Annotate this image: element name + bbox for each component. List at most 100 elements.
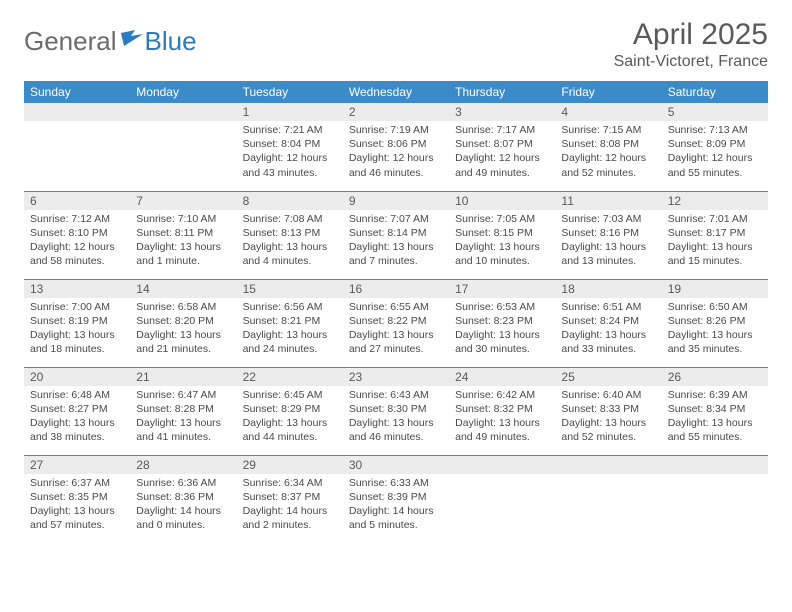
sunrise-text: Sunrise: 6:36 AM <box>136 476 230 490</box>
sunset-text: Sunset: 8:16 PM <box>561 226 655 240</box>
calendar-day-cell: 8Sunrise: 7:08 AMSunset: 8:13 PMDaylight… <box>237 191 343 279</box>
sunrise-text: Sunrise: 7:13 AM <box>668 123 762 137</box>
sunset-text: Sunset: 8:08 PM <box>561 137 655 151</box>
day-number: 18 <box>555 280 661 298</box>
daylight-text: Daylight: 12 hours and 55 minutes. <box>668 151 762 179</box>
day-number: 20 <box>24 368 130 386</box>
day-number: 7 <box>130 192 236 210</box>
day-details: Sunrise: 6:50 AMSunset: 8:26 PMDaylight:… <box>662 298 768 361</box>
sunrise-text: Sunrise: 7:07 AM <box>349 212 443 226</box>
sunset-text: Sunset: 8:35 PM <box>30 490 124 504</box>
daylight-text: Daylight: 14 hours and 2 minutes. <box>243 504 337 532</box>
day-details: Sunrise: 7:01 AMSunset: 8:17 PMDaylight:… <box>662 210 768 273</box>
calendar-week-row: 13Sunrise: 7:00 AMSunset: 8:19 PMDayligh… <box>24 279 768 367</box>
calendar-week-row: 20Sunrise: 6:48 AMSunset: 8:27 PMDayligh… <box>24 367 768 455</box>
day-details: Sunrise: 7:03 AMSunset: 8:16 PMDaylight:… <box>555 210 661 273</box>
sunrise-text: Sunrise: 6:56 AM <box>243 300 337 314</box>
sunset-text: Sunset: 8:36 PM <box>136 490 230 504</box>
day-number: 15 <box>237 280 343 298</box>
sunset-text: Sunset: 8:07 PM <box>455 137 549 151</box>
sunrise-text: Sunrise: 7:05 AM <box>455 212 549 226</box>
sunset-text: Sunset: 8:14 PM <box>349 226 443 240</box>
daylight-text: Daylight: 13 hours and 38 minutes. <box>30 416 124 444</box>
sunset-text: Sunset: 8:17 PM <box>668 226 762 240</box>
calendar-day-cell: 5Sunrise: 7:13 AMSunset: 8:09 PMDaylight… <box>662 103 768 191</box>
day-number: 9 <box>343 192 449 210</box>
sunrise-text: Sunrise: 7:01 AM <box>668 212 762 226</box>
calendar-day-cell: 15Sunrise: 6:56 AMSunset: 8:21 PMDayligh… <box>237 279 343 367</box>
day-number: 10 <box>449 192 555 210</box>
sunset-text: Sunset: 8:20 PM <box>136 314 230 328</box>
day-details: Sunrise: 7:07 AMSunset: 8:14 PMDaylight:… <box>343 210 449 273</box>
calendar-week-row: 1Sunrise: 7:21 AMSunset: 8:04 PMDaylight… <box>24 103 768 191</box>
sunrise-text: Sunrise: 7:19 AM <box>349 123 443 137</box>
calendar-day-cell <box>662 455 768 543</box>
day-details: Sunrise: 6:42 AMSunset: 8:32 PMDaylight:… <box>449 386 555 449</box>
daylight-text: Daylight: 13 hours and 52 minutes. <box>561 416 655 444</box>
sunrise-text: Sunrise: 6:40 AM <box>561 388 655 402</box>
calendar-week-row: 6Sunrise: 7:12 AMSunset: 8:10 PMDaylight… <box>24 191 768 279</box>
daylight-text: Daylight: 12 hours and 49 minutes. <box>455 151 549 179</box>
calendar-day-cell: 13Sunrise: 7:00 AMSunset: 8:19 PMDayligh… <box>24 279 130 367</box>
calendar-day-cell: 11Sunrise: 7:03 AMSunset: 8:16 PMDayligh… <box>555 191 661 279</box>
daylight-text: Daylight: 13 hours and 44 minutes. <box>243 416 337 444</box>
daylight-text: Daylight: 13 hours and 15 minutes. <box>668 240 762 268</box>
sunrise-text: Sunrise: 6:53 AM <box>455 300 549 314</box>
day-number: 19 <box>662 280 768 298</box>
sunrise-text: Sunrise: 6:50 AM <box>668 300 762 314</box>
daylight-text: Daylight: 13 hours and 49 minutes. <box>455 416 549 444</box>
day-details: Sunrise: 7:17 AMSunset: 8:07 PMDaylight:… <box>449 121 555 184</box>
day-details: Sunrise: 6:40 AMSunset: 8:33 PMDaylight:… <box>555 386 661 449</box>
col-wednesday: Wednesday <box>343 81 449 103</box>
calendar-day-cell: 28Sunrise: 6:36 AMSunset: 8:36 PMDayligh… <box>130 455 236 543</box>
sunset-text: Sunset: 8:09 PM <box>668 137 762 151</box>
calendar-day-cell: 3Sunrise: 7:17 AMSunset: 8:07 PMDaylight… <box>449 103 555 191</box>
sunrise-text: Sunrise: 7:03 AM <box>561 212 655 226</box>
day-number <box>662 456 768 474</box>
daylight-text: Daylight: 13 hours and 18 minutes. <box>30 328 124 356</box>
col-friday: Friday <box>555 81 661 103</box>
sunrise-text: Sunrise: 6:58 AM <box>136 300 230 314</box>
calendar-day-cell: 30Sunrise: 6:33 AMSunset: 8:39 PMDayligh… <box>343 455 449 543</box>
day-number: 2 <box>343 103 449 121</box>
calendar-day-cell: 1Sunrise: 7:21 AMSunset: 8:04 PMDaylight… <box>237 103 343 191</box>
sunset-text: Sunset: 8:33 PM <box>561 402 655 416</box>
day-details: Sunrise: 7:12 AMSunset: 8:10 PMDaylight:… <box>24 210 130 273</box>
day-details: Sunrise: 6:36 AMSunset: 8:36 PMDaylight:… <box>130 474 236 537</box>
logo-text-1: General <box>24 26 117 57</box>
daylight-text: Daylight: 13 hours and 13 minutes. <box>561 240 655 268</box>
day-details: Sunrise: 6:34 AMSunset: 8:37 PMDaylight:… <box>237 474 343 537</box>
day-number <box>555 456 661 474</box>
col-sunday: Sunday <box>24 81 130 103</box>
calendar-day-cell <box>555 455 661 543</box>
sunrise-text: Sunrise: 7:21 AM <box>243 123 337 137</box>
daylight-text: Daylight: 13 hours and 10 minutes. <box>455 240 549 268</box>
daylight-text: Daylight: 13 hours and 27 minutes. <box>349 328 443 356</box>
day-details: Sunrise: 7:05 AMSunset: 8:15 PMDaylight:… <box>449 210 555 273</box>
day-details: Sunrise: 6:45 AMSunset: 8:29 PMDaylight:… <box>237 386 343 449</box>
daylight-text: Daylight: 13 hours and 30 minutes. <box>455 328 549 356</box>
calendar-day-cell: 7Sunrise: 7:10 AMSunset: 8:11 PMDaylight… <box>130 191 236 279</box>
sunrise-text: Sunrise: 6:33 AM <box>349 476 443 490</box>
day-number <box>449 456 555 474</box>
sunrise-text: Sunrise: 6:39 AM <box>668 388 762 402</box>
day-number: 11 <box>555 192 661 210</box>
sunset-text: Sunset: 8:30 PM <box>349 402 443 416</box>
day-details: Sunrise: 7:00 AMSunset: 8:19 PMDaylight:… <box>24 298 130 361</box>
daylight-text: Daylight: 13 hours and 1 minute. <box>136 240 230 268</box>
calendar-day-cell <box>24 103 130 191</box>
calendar-day-cell: 14Sunrise: 6:58 AMSunset: 8:20 PMDayligh… <box>130 279 236 367</box>
sunrise-text: Sunrise: 7:15 AM <box>561 123 655 137</box>
sunset-text: Sunset: 8:27 PM <box>30 402 124 416</box>
calendar-day-cell: 29Sunrise: 6:34 AMSunset: 8:37 PMDayligh… <box>237 455 343 543</box>
daylight-text: Daylight: 13 hours and 33 minutes. <box>561 328 655 356</box>
sunset-text: Sunset: 8:32 PM <box>455 402 549 416</box>
sunrise-text: Sunrise: 6:47 AM <box>136 388 230 402</box>
daylight-text: Daylight: 14 hours and 0 minutes. <box>136 504 230 532</box>
sunset-text: Sunset: 8:28 PM <box>136 402 230 416</box>
daylight-text: Daylight: 13 hours and 46 minutes. <box>349 416 443 444</box>
calendar-day-cell: 9Sunrise: 7:07 AMSunset: 8:14 PMDaylight… <box>343 191 449 279</box>
sunrise-text: Sunrise: 6:34 AM <box>243 476 337 490</box>
daylight-text: Daylight: 13 hours and 55 minutes. <box>668 416 762 444</box>
daylight-text: Daylight: 13 hours and 35 minutes. <box>668 328 762 356</box>
